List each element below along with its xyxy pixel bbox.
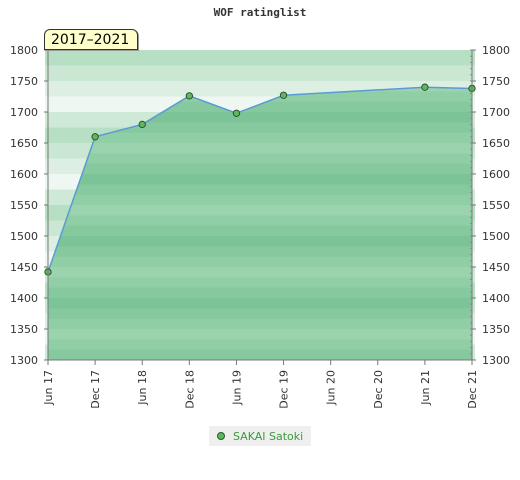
y-tick-label-left: 1800: [10, 44, 38, 57]
data-point: [232, 109, 241, 117]
y-tick-label-right: 1400: [482, 292, 510, 305]
x-tick-label: Jun 20: [325, 370, 338, 406]
y-tick-label-right: 1450: [482, 261, 510, 274]
legend-label: SAKAI Satoki: [233, 429, 304, 443]
data-point: [138, 120, 146, 129]
date-range-badge: 2017–2021: [44, 29, 139, 50]
series-line: [47, 86, 473, 273]
data-point: [91, 133, 99, 141]
y-tick-label-right: 1700: [482, 106, 510, 119]
background-band: [45, 65, 475, 81]
y-axis-right: 1300 1350 1400 1450 1500 1550 1600 1650 1700 1750…: [470, 44, 510, 367]
y-tick-label-left: 1650: [10, 137, 38, 150]
x-tick-label: Dec 20: [372, 370, 385, 409]
area-layer: [48, 87, 472, 360]
y-tick-label-left: 1450: [10, 261, 38, 274]
data-point: [279, 91, 288, 99]
x-tick-label: Jun 21: [419, 370, 432, 406]
background-band: [45, 50, 475, 66]
x-axis: Jun 17 Dec 17 Jun 18 Dec 18 Jun 19 Dec 19 Jun …: [42, 359, 479, 409]
line-layer: [47, 86, 473, 273]
y-tick-label-right: 1550: [482, 199, 510, 212]
legend[interactable]: SAKAI Satoki: [209, 426, 312, 446]
x-tick-label: Dec 19: [278, 370, 291, 409]
x-tick-label: Dec 17: [89, 370, 102, 409]
chart-title: WOF ratinglist: [213, 6, 307, 19]
x-tick-label: Jun 19: [230, 370, 243, 406]
y-tick-label-right: 1800: [482, 44, 510, 57]
y-tick-label-left: 1750: [10, 75, 38, 88]
y-axis-left: 1300 1350 1400 1450 1500 1550 1600 1650 1700 1750…: [10, 44, 49, 367]
y-tick-label-right: 1350: [482, 323, 510, 336]
y-tick-label-left: 1600: [10, 168, 38, 181]
y-tick-label-right: 1750: [482, 75, 510, 88]
y-tick-label-left: 1700: [10, 106, 38, 119]
y-tick-label-right: 1500: [482, 230, 510, 243]
y-tick-label-left: 1500: [10, 230, 38, 243]
legend-marker-icon: [217, 432, 225, 440]
x-tick-label: Jun 18: [136, 370, 149, 406]
x-tick-label: Jun 17: [42, 370, 55, 406]
data-point: [185, 92, 193, 100]
x-tick-label: Dec 21: [466, 370, 479, 409]
y-tick-label-right: 1650: [482, 137, 510, 150]
series-area: [48, 87, 472, 360]
y-tick-label-left: 1350: [10, 323, 38, 336]
y-tick-label-left: 1300: [10, 354, 38, 367]
y-tick-label-right: 1600: [482, 168, 510, 181]
y-tick-label-left: 1400: [10, 292, 38, 305]
y-tick-label-left: 1550: [10, 199, 38, 212]
data-point: [421, 83, 429, 91]
x-tick-label: Dec 18: [183, 370, 196, 409]
y-tick-label-right: 1300: [482, 354, 510, 367]
